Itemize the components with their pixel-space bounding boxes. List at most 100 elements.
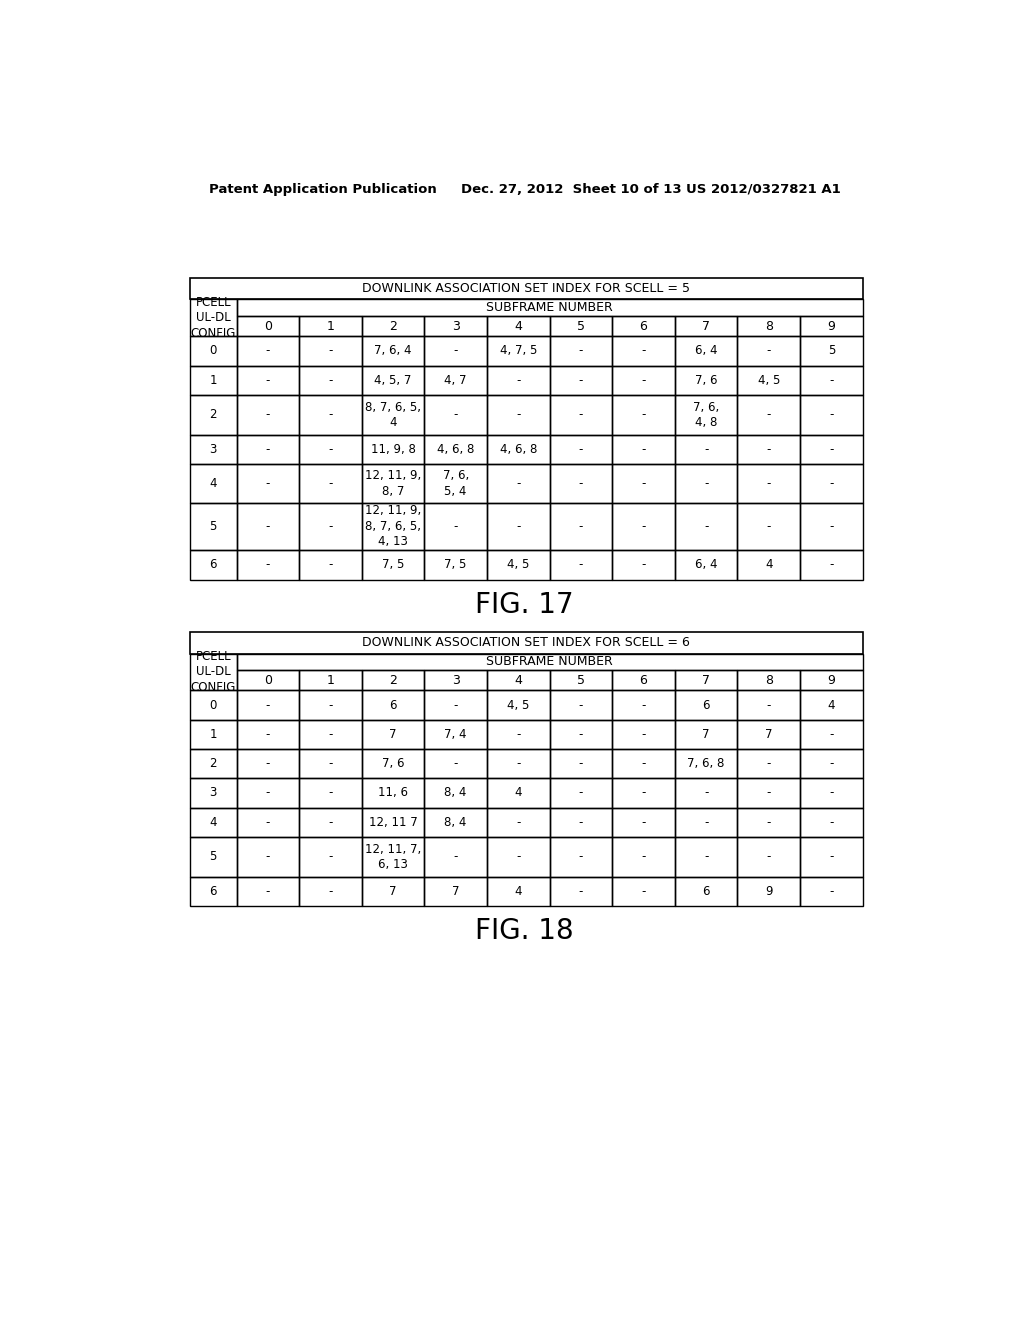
- Bar: [550, 337, 612, 366]
- Bar: [299, 876, 361, 906]
- Text: -: -: [454, 345, 458, 358]
- Text: 1: 1: [327, 675, 335, 686]
- Bar: [675, 550, 737, 579]
- Bar: [424, 779, 487, 808]
- Bar: [299, 550, 361, 579]
- Text: -: -: [829, 408, 834, 421]
- Bar: [800, 550, 862, 579]
- Bar: [737, 550, 800, 579]
- Bar: [800, 337, 862, 366]
- Text: -: -: [767, 520, 771, 533]
- Text: -: -: [767, 698, 771, 711]
- Text: 5: 5: [577, 675, 585, 686]
- Text: 11, 9, 8: 11, 9, 8: [371, 444, 416, 455]
- Bar: [675, 837, 737, 876]
- Text: -: -: [767, 816, 771, 829]
- Bar: [190, 748, 237, 779]
- Bar: [612, 434, 675, 465]
- Text: 7: 7: [452, 884, 460, 898]
- Bar: [487, 317, 550, 337]
- Bar: [550, 395, 612, 434]
- Text: -: -: [329, 408, 333, 421]
- Text: FIG. 17: FIG. 17: [475, 591, 574, 619]
- Text: 1: 1: [210, 374, 217, 387]
- Text: 4, 7: 4, 7: [444, 374, 467, 387]
- Bar: [190, 395, 237, 434]
- Text: -: -: [265, 374, 270, 387]
- Bar: [487, 876, 550, 906]
- Bar: [424, 719, 487, 748]
- Bar: [737, 317, 800, 337]
- Bar: [361, 876, 424, 906]
- Bar: [737, 395, 800, 434]
- Bar: [299, 366, 361, 395]
- Bar: [675, 395, 737, 434]
- Text: -: -: [265, 816, 270, 829]
- Bar: [487, 837, 550, 876]
- Bar: [612, 748, 675, 779]
- Bar: [612, 671, 675, 690]
- Bar: [361, 317, 424, 337]
- Bar: [299, 671, 361, 690]
- Bar: [737, 876, 800, 906]
- Bar: [299, 317, 361, 337]
- Bar: [361, 550, 424, 579]
- Text: 9: 9: [827, 319, 836, 333]
- Text: 5: 5: [210, 520, 217, 533]
- Text: Dec. 27, 2012  Sheet 10 of 13: Dec. 27, 2012 Sheet 10 of 13: [461, 182, 682, 195]
- Bar: [361, 671, 424, 690]
- Text: 7, 4: 7, 4: [444, 727, 467, 741]
- Text: -: -: [454, 408, 458, 421]
- Text: 11, 6: 11, 6: [378, 787, 408, 800]
- Text: 12, 11, 9,
8, 7: 12, 11, 9, 8, 7: [365, 469, 421, 498]
- Text: 9: 9: [827, 675, 836, 686]
- Bar: [424, 317, 487, 337]
- Bar: [237, 395, 299, 434]
- Bar: [424, 503, 487, 550]
- Text: 7, 6,
5, 4: 7, 6, 5, 4: [442, 469, 469, 498]
- Bar: [487, 719, 550, 748]
- Bar: [299, 719, 361, 748]
- Bar: [675, 719, 737, 748]
- Text: 0: 0: [264, 675, 271, 686]
- Bar: [424, 337, 487, 366]
- Bar: [550, 837, 612, 876]
- Bar: [299, 690, 361, 719]
- Text: -: -: [329, 884, 333, 898]
- Text: SUBFRAME NUMBER: SUBFRAME NUMBER: [486, 301, 613, 314]
- Bar: [800, 808, 862, 837]
- Text: -: -: [265, 787, 270, 800]
- Text: 4: 4: [514, 675, 522, 686]
- Text: 4: 4: [765, 558, 772, 572]
- Text: 7: 7: [702, 675, 711, 686]
- Bar: [800, 690, 862, 719]
- Bar: [737, 690, 800, 719]
- Text: -: -: [329, 787, 333, 800]
- Bar: [299, 395, 361, 434]
- Text: -: -: [579, 477, 583, 490]
- Bar: [550, 719, 612, 748]
- Bar: [361, 748, 424, 779]
- Text: DOWNLINK ASSOCIATION SET INDEX FOR SCELL = 6: DOWNLINK ASSOCIATION SET INDEX FOR SCELL…: [362, 636, 690, 649]
- Bar: [424, 550, 487, 579]
- Bar: [550, 465, 612, 503]
- Text: -: -: [265, 850, 270, 863]
- Bar: [237, 337, 299, 366]
- Text: -: -: [641, 444, 646, 455]
- Text: -: -: [516, 374, 520, 387]
- Text: -: -: [579, 558, 583, 572]
- Bar: [800, 671, 862, 690]
- Bar: [675, 748, 737, 779]
- Text: 5: 5: [827, 345, 836, 358]
- Bar: [675, 690, 737, 719]
- Text: -: -: [829, 884, 834, 898]
- Bar: [424, 748, 487, 779]
- Text: -: -: [265, 477, 270, 490]
- Bar: [190, 876, 237, 906]
- Bar: [550, 748, 612, 779]
- Bar: [424, 837, 487, 876]
- Bar: [487, 779, 550, 808]
- Bar: [550, 779, 612, 808]
- Bar: [424, 434, 487, 465]
- Bar: [361, 395, 424, 434]
